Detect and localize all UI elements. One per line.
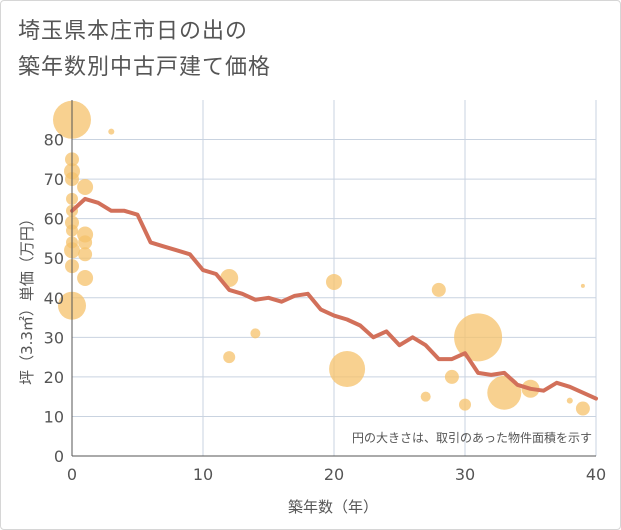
y-tick-label-40: 40 bbox=[44, 289, 64, 308]
title-line-1: 埼玉県本庄市日の出の bbox=[18, 19, 249, 44]
bubble-14 bbox=[78, 235, 93, 250]
y-tick-label-10: 10 bbox=[44, 407, 64, 426]
x-tick-label-10: 10 bbox=[193, 465, 213, 484]
chart-title: 埼玉県本庄市日の出の 築年数別中古戸建て価格 bbox=[18, 14, 271, 86]
y-tick-label-30: 30 bbox=[44, 328, 64, 347]
y-tick-label-20: 20 bbox=[44, 368, 64, 387]
y-tick-label-60: 60 bbox=[44, 210, 64, 229]
bubble-15 bbox=[78, 247, 93, 262]
bubble-22 bbox=[329, 350, 366, 387]
x-axis-label: 築年数（年） bbox=[288, 498, 378, 516]
bubble-19 bbox=[223, 351, 236, 364]
bubble-26 bbox=[459, 398, 471, 411]
bubble-12 bbox=[77, 179, 94, 196]
bubble-30 bbox=[566, 397, 573, 404]
trend-layer bbox=[70, 196, 598, 401]
y-tick-label-70: 70 bbox=[44, 170, 64, 189]
bubble-24 bbox=[431, 282, 446, 297]
trend-line bbox=[70, 196, 598, 401]
bubble-16 bbox=[77, 270, 94, 286]
bubble-28 bbox=[487, 375, 522, 410]
grid-lines bbox=[72, 100, 597, 456]
bubble-17 bbox=[108, 128, 115, 135]
bubble-31 bbox=[580, 283, 585, 288]
axes bbox=[71, 100, 596, 457]
y-tick-label-80: 80 bbox=[44, 131, 64, 150]
y-axis-label: 坪（3.3㎡）単価（万円） bbox=[18, 211, 36, 385]
y-tick-label-0: 0 bbox=[54, 447, 64, 466]
bubble-27 bbox=[454, 313, 503, 362]
x-tick-label-30: 30 bbox=[455, 465, 475, 484]
y-tick-label-50: 50 bbox=[44, 249, 64, 268]
x-tick-label-20: 20 bbox=[324, 465, 344, 484]
bubble-32 bbox=[575, 401, 590, 416]
bubble-20 bbox=[250, 328, 261, 339]
title-line-2: 築年数別中古戸建て価格 bbox=[18, 55, 272, 80]
bubble-23 bbox=[420, 391, 431, 402]
area-note: 円の大きさは、取引のあった物件面積を示す bbox=[352, 430, 592, 445]
tick-labels: 0 10 20 30 40 50 60 70 80 0 10 20 30 40 bbox=[44, 131, 607, 484]
x-tick-label-0: 0 bbox=[67, 465, 77, 484]
x-tick-label-40: 40 bbox=[586, 465, 606, 484]
bubble-21 bbox=[326, 273, 342, 290]
bubble-25 bbox=[444, 369, 459, 384]
